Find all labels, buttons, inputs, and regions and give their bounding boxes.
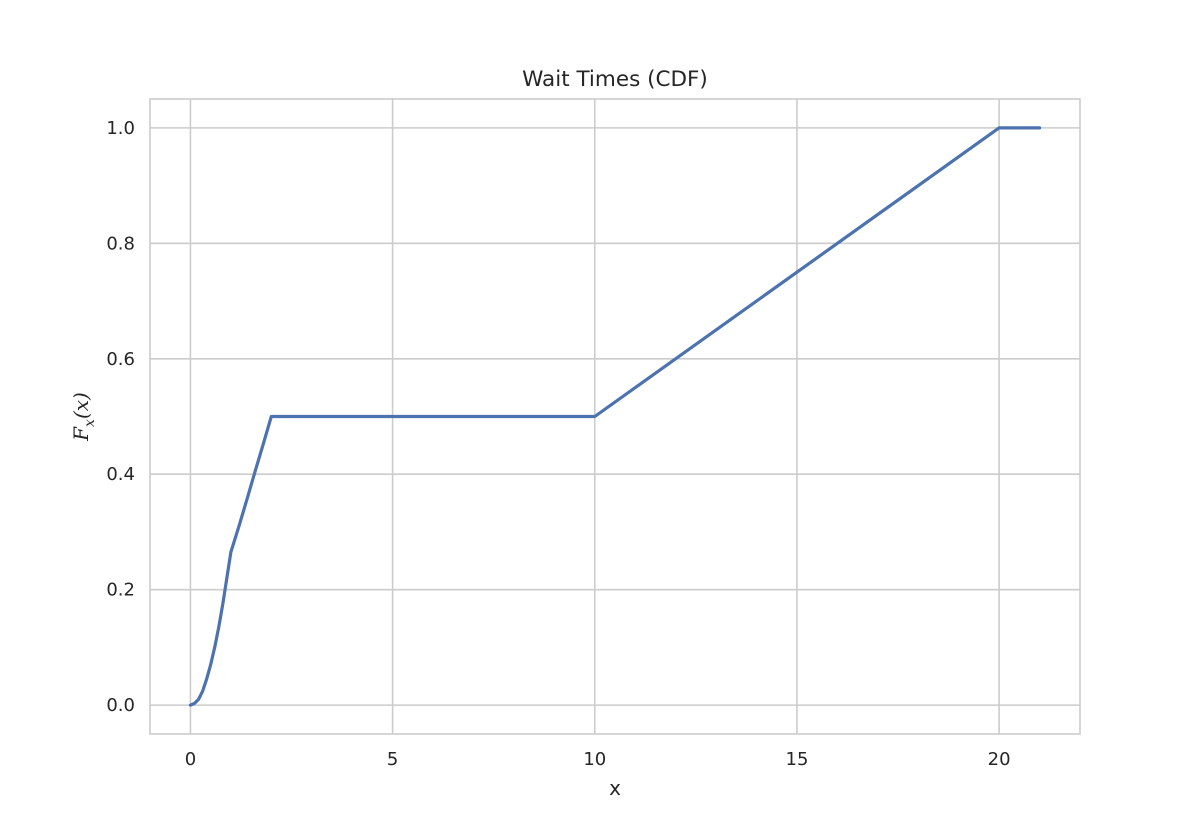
y-tick-label: 0.0 <box>106 695 135 716</box>
y-axis-label-subscript: x <box>82 419 98 427</box>
y-axis-label-base: F <box>69 426 93 442</box>
y-axis-label-argument: (x) <box>69 392 93 419</box>
plot-frame <box>149 98 1081 735</box>
series-layer <box>188 126 1042 707</box>
y-tick-label: 1.0 <box>106 118 135 139</box>
y-tick-labels: 0.0 0.2 0.4 0.6 0.8 1.0 <box>106 118 135 716</box>
x-axis-label: x <box>609 776 621 800</box>
y-axis-label: Fx(x) <box>69 392 98 442</box>
cdf-series-line <box>188 126 1042 707</box>
x-tick-labels: 0 5 10 15 20 <box>185 749 1011 770</box>
chart-title: Wait Times (CDF) <box>522 67 708 92</box>
x-tick-label: 20 <box>988 749 1011 770</box>
y-tick-label: 0.2 <box>106 580 135 601</box>
y-tick-label: 0.6 <box>106 349 135 370</box>
x-tick-label: 10 <box>583 749 606 770</box>
y-tick-label: 0.8 <box>106 233 135 254</box>
x-tick-label: 5 <box>387 749 398 770</box>
x-tick-label: 15 <box>786 749 809 770</box>
x-tick-label: 0 <box>185 749 196 770</box>
y-tick-label: 0.4 <box>106 464 135 485</box>
